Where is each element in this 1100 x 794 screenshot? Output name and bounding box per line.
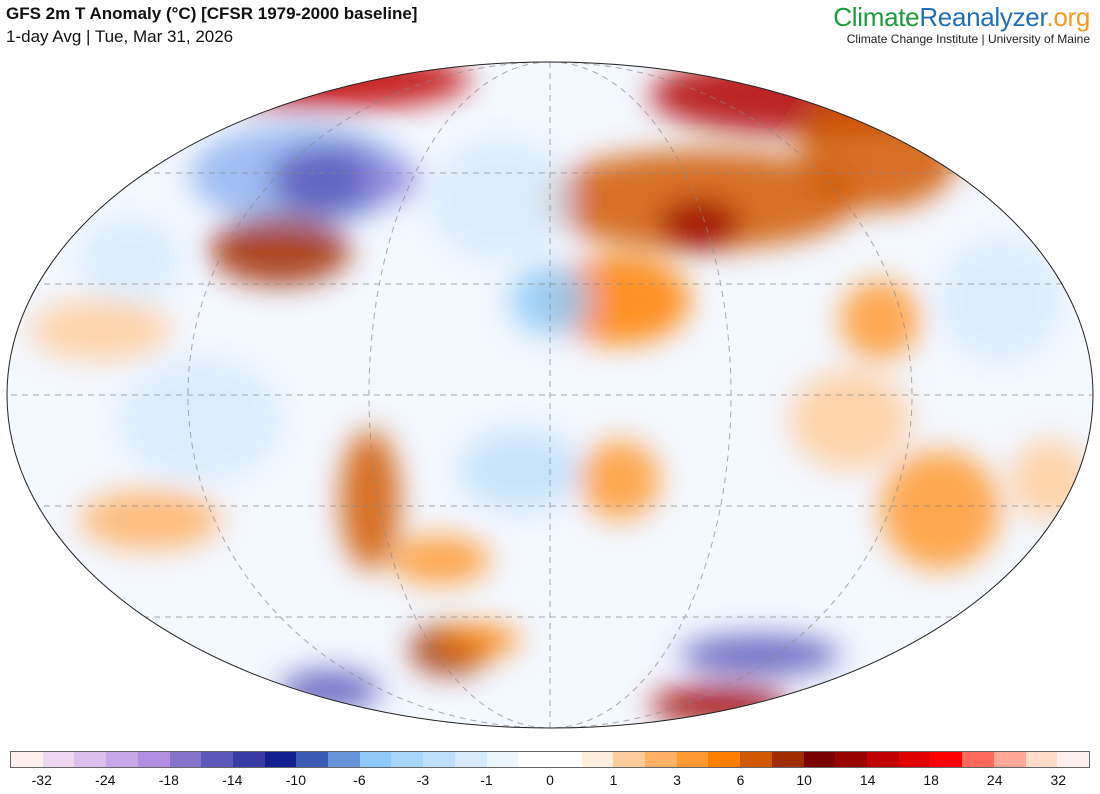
colorbar-swatch [771, 752, 804, 767]
anomaly-region [430, 140, 570, 260]
colorbar-swatch [993, 752, 1026, 767]
colorbar-swatch [549, 752, 582, 767]
anomaly-region [880, 450, 1000, 570]
map-title: GFS 2m T Anomaly (°C) [CFSR 1979-2000 ba… [6, 4, 418, 23]
colorbar-label: -14 [222, 772, 243, 788]
colorbar-swatch [264, 752, 297, 767]
anomaly-region [80, 490, 220, 550]
anomaly-map [6, 61, 1094, 729]
colorbar-swatch [11, 752, 43, 767]
logo[interactable]: ClimateReanalyzer.org [833, 2, 1090, 32]
colorbar-label: 18 [923, 772, 939, 788]
colorbar-swatch [201, 752, 233, 767]
anomaly-region [270, 145, 390, 215]
longitude-line [549, 62, 732, 728]
anomaly-region [940, 240, 1060, 360]
colorbar-label: 24 [986, 772, 1003, 788]
colorbar-label: -1 [480, 772, 493, 788]
colorbar-swatch [962, 752, 994, 767]
colorbar-labels: -32 -24 -18 -14 -10 -6 -3 -1 0 1 3 6 10 14 18 24 32 [10, 772, 1090, 790]
colorbar-label: 0 [546, 772, 554, 788]
colorbar-swatch [74, 752, 107, 767]
anomaly-region [650, 62, 950, 135]
colorbar-swatch [613, 752, 646, 767]
colorbar-swatch [898, 752, 931, 767]
colorbar-label: 10 [796, 772, 812, 788]
colorbar-swatch [518, 752, 550, 767]
colorbar-label: -32 [31, 772, 52, 788]
colorbar-swatch [391, 752, 424, 767]
colorbar-swatch [454, 752, 487, 767]
colorbar-label: -24 [95, 772, 116, 788]
anomaly-region [440, 625, 520, 655]
anomaly-region [510, 265, 590, 335]
colorbar-swatch [137, 752, 170, 767]
institution-text: Climate Change Institute | University of… [846, 32, 1090, 46]
longitude-line [549, 62, 913, 728]
anomaly-region [1010, 440, 1090, 520]
colorbar-swatch [803, 752, 836, 767]
colorbar-swatch [232, 752, 265, 767]
anomaly-region [390, 535, 490, 585]
colorbar [10, 751, 1090, 768]
anomaly-region [790, 370, 910, 470]
colorbar-label: 1 [609, 772, 618, 788]
colorbar-swatch [169, 752, 202, 767]
anomaly-region [460, 430, 580, 510]
longitude-line [368, 62, 551, 728]
colorbar-swatch [866, 752, 899, 767]
longitude-line [187, 62, 551, 728]
colorbar-swatch [930, 752, 963, 767]
colorbar-swatch [708, 752, 741, 767]
anomaly-region [840, 280, 920, 360]
anomaly-region [280, 670, 380, 710]
colorbar-swatch [296, 752, 329, 767]
anomaly-region [680, 635, 840, 675]
colorbar-label: -18 [158, 772, 179, 788]
colorbar-swatch [42, 752, 75, 767]
anomaly-region [360, 160, 420, 200]
anomaly-region [210, 215, 350, 285]
colorbar-swatch [740, 752, 772, 767]
colorbar-label: 6 [736, 772, 745, 788]
colorbar-swatch [106, 752, 138, 767]
anomaly-region [650, 685, 790, 725]
colorbar-label: 32 [1050, 772, 1067, 788]
colorbar-label: -3 [416, 772, 430, 788]
anomaly-region [340, 430, 400, 570]
colorbar-swatch [835, 752, 867, 767]
colorbar-swatch [1057, 752, 1089, 767]
anomaly-region [120, 360, 280, 480]
colorbar-swatch [581, 752, 614, 767]
colorbar-swatch [645, 752, 677, 767]
anomaly-region [80, 220, 180, 300]
anomaly-region [550, 255, 690, 345]
colorbar-swatch [676, 752, 709, 767]
colorbar-label: 14 [859, 772, 876, 788]
colorbar-swatch [423, 752, 455, 767]
anomaly-region [660, 200, 740, 250]
anomaly-region [30, 300, 170, 360]
colorbar-swatch [1025, 752, 1058, 767]
colorbar-swatch [328, 752, 360, 767]
colorbar-swatch [486, 752, 519, 767]
colorbar-swatch [359, 752, 392, 767]
anomaly-region [580, 440, 660, 520]
map-subtitle: 1-day Avg | Tue, Mar 31, 2026 [6, 27, 234, 46]
colorbar-label: -6 [353, 772, 366, 788]
colorbar-label: 3 [673, 772, 681, 788]
colorbar-label: -10 [285, 772, 306, 788]
